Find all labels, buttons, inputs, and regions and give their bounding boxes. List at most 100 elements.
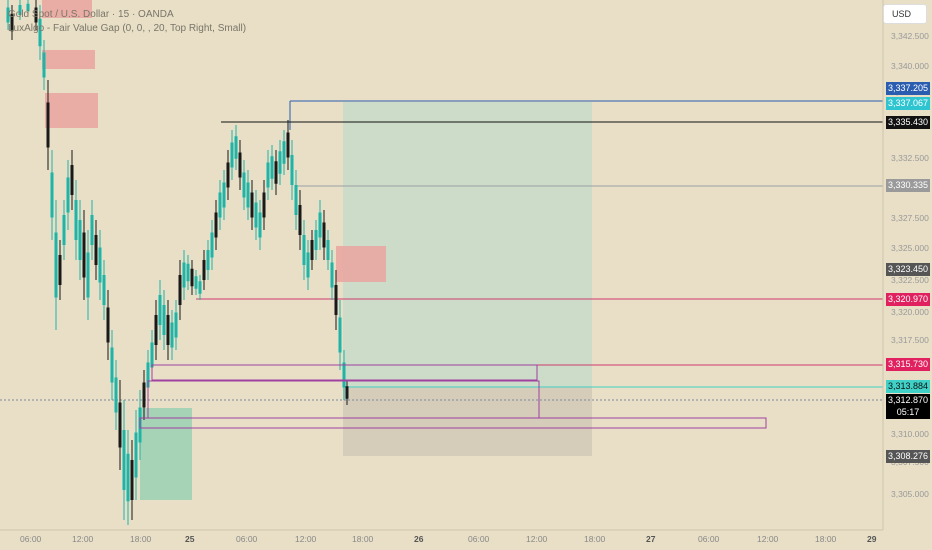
price-tag: 3,323.450 (886, 263, 930, 276)
candle-body (230, 142, 234, 168)
candle-body (306, 252, 310, 278)
price-tag: 3,312.870 (886, 394, 930, 407)
time-axis-label: 12:00 (757, 534, 779, 544)
candle-body (234, 136, 238, 159)
candle-body (70, 165, 74, 195)
candle-body (278, 151, 282, 174)
candle-body (170, 322, 174, 348)
candle-body (202, 260, 206, 280)
candle-body (190, 268, 194, 287)
price-axis-label: 3,332.500 (891, 153, 929, 163)
price-tag: 3,337.205 (886, 82, 930, 95)
candle-body (186, 263, 190, 282)
price-tag: 3,308.276 (886, 450, 930, 463)
time-axis-label: 06:00 (468, 534, 490, 544)
candle-body (238, 152, 242, 178)
candle-body (198, 281, 202, 294)
candle-body (254, 202, 258, 228)
candle-body (106, 307, 110, 343)
candle-body (246, 182, 250, 208)
candle-body (334, 285, 338, 315)
price-tag: 3,337.067 (886, 97, 930, 110)
candle-body (154, 315, 158, 345)
candle-body (118, 402, 122, 448)
candle-body (250, 192, 254, 218)
candle-body (258, 212, 262, 238)
time-axis-label: 18:00 (815, 534, 837, 544)
time-axis-label: 12:00 (526, 534, 548, 544)
candle-body (342, 362, 346, 388)
candle-body (10, 13, 14, 32)
candle-body (270, 156, 274, 179)
candle-body (102, 275, 106, 305)
candle-body (34, 7, 38, 23)
time-axis-label: 18:00 (352, 534, 374, 544)
price-axis-label: 3,342.500 (891, 31, 929, 41)
indicator-title[interactable]: LuxAlgo - Fair Value Gap (0, 0, , 20, To… (8, 23, 247, 34)
time-axis-label: 25 (185, 534, 195, 544)
price-tag: 3,330.335 (886, 179, 930, 192)
candle-body (78, 220, 82, 260)
candle-body (46, 102, 50, 148)
candle-body (182, 262, 186, 288)
candle-body (98, 247, 102, 283)
time-axis-label: 18:00 (130, 534, 152, 544)
fvg-box (139, 417, 767, 429)
chart-legend: Gold Spot / U.S. Dollar · 15 · OANDA Lux… (8, 8, 246, 36)
price-axis-label: 3,327.500 (891, 213, 929, 223)
candle-body (326, 240, 330, 260)
price-axis-label: 3,310.000 (891, 429, 929, 439)
candle-body (38, 18, 42, 47)
candle-body (94, 235, 98, 265)
candle-body (242, 172, 246, 198)
fvg-bear-zone (42, 0, 92, 18)
stop-zone (343, 387, 592, 456)
candle-body (50, 172, 54, 218)
candle-body (158, 295, 162, 325)
candle-body (310, 240, 314, 260)
fvg-box (151, 364, 538, 381)
candle-body (298, 205, 302, 235)
candle-body (314, 230, 318, 250)
fvg-bull-zone (140, 408, 192, 500)
candle-body (90, 215, 94, 245)
candle-body (134, 432, 138, 478)
candle-body (58, 255, 62, 285)
price-tag: 05:17 (886, 406, 930, 419)
candle-body (206, 250, 210, 270)
time-axis-label: 06:00 (20, 534, 42, 544)
symbol-title[interactable]: Gold Spot / U.S. Dollar · 15 · OANDA (8, 9, 174, 20)
candle-body (218, 192, 222, 218)
candle-body (66, 177, 70, 213)
candle-body (330, 262, 334, 288)
target-zone (343, 102, 592, 387)
candle-body (178, 275, 182, 305)
fvg-bear-zone (42, 50, 95, 69)
candle-body (74, 200, 78, 240)
candle-body (110, 347, 114, 383)
candle-body (262, 192, 266, 218)
candle-body (6, 7, 10, 23)
candle-body (302, 235, 306, 265)
candle-body (150, 342, 154, 368)
candle-body (290, 155, 294, 185)
price-axis-label: 3,325.000 (891, 243, 929, 253)
price-axis-label: 3,317.500 (891, 335, 929, 345)
candle-body (282, 141, 286, 164)
candle-body (54, 232, 58, 298)
time-axis-label: 12:00 (72, 534, 94, 544)
price-tag: 3,315.730 (886, 358, 930, 371)
price-axis-label: 3,305.000 (891, 489, 929, 499)
candle-body (210, 232, 214, 258)
candle-body (86, 252, 90, 298)
time-axis-label: 06:00 (236, 534, 258, 544)
currency-button[interactable]: USD (883, 4, 927, 24)
price-axis-label: 3,322.500 (891, 275, 929, 285)
candle-body (318, 212, 322, 238)
candle-body (294, 185, 298, 215)
candle-body (142, 382, 146, 408)
candle-body (26, 3, 30, 12)
candle-body (214, 212, 218, 238)
time-axis-label: 29 (867, 534, 877, 544)
